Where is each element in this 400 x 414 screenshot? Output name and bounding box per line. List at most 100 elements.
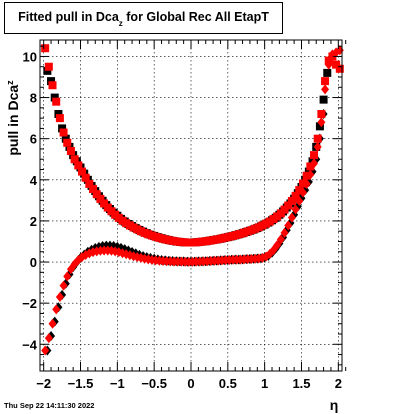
title-subscript: z (118, 19, 123, 28)
x-tick-labels: −2 −1.5 −1 −0.5 0 0.5 1 1.5 2 (36, 376, 342, 391)
diamond-marker (302, 178, 311, 189)
x-tick-label: 0 (187, 376, 194, 391)
diamond-marker (63, 271, 72, 282)
x-axis-label: η (330, 397, 339, 413)
timestamp-footer: Thu Sep 22 14:11:30 2022 (4, 401, 94, 410)
title-prefix: Fitted pull in Dca (18, 10, 119, 24)
diamond-marker (125, 250, 134, 261)
diamond-marker (131, 248, 140, 259)
diamond-marker (44, 333, 53, 344)
chart-title-box: Fitted pull in Dcaz for Global Rec All E… (4, 2, 283, 34)
square-marker (74, 161, 83, 170)
y-tick-label: 8 (30, 91, 37, 106)
square-marker (332, 60, 341, 69)
square-marker (302, 171, 311, 180)
diamond-marker (122, 249, 131, 260)
diamond-marker (284, 220, 293, 231)
y-tick-label: 6 (30, 132, 37, 147)
square-marker (89, 185, 98, 194)
square-marker (96, 194, 105, 203)
y-axis-label: pull in Dcaz (5, 80, 21, 156)
square-marker (280, 205, 289, 214)
y-tick-label: 2 (30, 214, 37, 229)
x-tick-label: −2 (36, 376, 51, 391)
square-marker (43, 66, 52, 75)
square-marker (48, 81, 57, 90)
chart-title: Fitted pull in Dcaz for Global Rec All E… (5, 10, 282, 28)
diamond-marker (324, 59, 333, 70)
square-marker (310, 151, 319, 160)
square-marker (63, 138, 72, 147)
diamond-marker (321, 84, 330, 95)
diamond-marker (280, 227, 289, 238)
diamond-marker (313, 141, 322, 152)
square-marker (319, 95, 328, 104)
x-tick-label: 1.5 (292, 376, 310, 391)
x-tick-label: 1 (261, 376, 268, 391)
square-marker (81, 173, 90, 182)
square-marker (50, 93, 59, 102)
y-axis-label-main: pull in Dca (5, 85, 21, 156)
data-points (41, 44, 344, 356)
x-tick-label: 0.5 (219, 376, 237, 391)
square-marker (47, 77, 56, 86)
square-marker (55, 114, 64, 123)
diamond-marker (317, 117, 326, 128)
square-marker (54, 110, 63, 119)
diamond-marker (55, 291, 64, 302)
square-marker (65, 142, 74, 151)
square-marker (284, 201, 293, 210)
square-marker (66, 147, 75, 156)
square-marker (100, 199, 109, 208)
square-marker (291, 191, 300, 200)
square-marker (317, 110, 326, 119)
square-marker (85, 179, 94, 188)
square-marker (52, 97, 61, 106)
diamond-marker (295, 195, 304, 206)
diamond-marker (77, 252, 86, 263)
square-marker (59, 128, 68, 137)
title-suffix: for Global Rec All EtapT (122, 10, 269, 24)
diamond-marker (276, 234, 285, 245)
grid (40, 40, 342, 371)
square-marker (335, 64, 344, 73)
diamond-marker (48, 318, 57, 329)
x-tick-label: −1.5 (68, 376, 94, 391)
diamond-marker (258, 252, 267, 263)
axis-ticks (40, 40, 347, 371)
square-marker (58, 124, 67, 133)
square-marker (295, 186, 304, 195)
diamond-marker (74, 254, 83, 265)
square-marker (313, 134, 322, 143)
diamond-marker (273, 240, 282, 251)
diamond-marker (287, 212, 296, 223)
diamond-marker (52, 304, 61, 315)
y-tick-label: 0 (30, 255, 37, 270)
y-tick-label: −2 (22, 296, 37, 311)
square-marker (41, 44, 50, 53)
square-marker (61, 134, 70, 143)
diamond-marker (59, 280, 68, 291)
square-marker (315, 122, 324, 131)
square-marker (298, 179, 307, 188)
diamond-marker (310, 158, 319, 169)
diamond-marker (306, 169, 315, 180)
diamond-marker (291, 204, 300, 215)
y-tick-label: 4 (30, 173, 38, 188)
square-marker (92, 190, 101, 199)
diamond-marker (41, 345, 50, 356)
x-tick-label: −1 (110, 376, 125, 391)
square-marker (44, 62, 53, 71)
square-marker (323, 68, 332, 77)
square-marker (70, 155, 79, 164)
y-tick-labels: −4 −2 0 2 4 6 8 10 (22, 49, 38, 352)
y-tick-label: −4 (22, 337, 38, 352)
y-tick-label: 10 (23, 49, 37, 64)
square-marker (306, 162, 315, 171)
x-tick-label: 2 (335, 376, 342, 391)
x-tick-label: −0.5 (141, 376, 167, 391)
square-marker (77, 167, 86, 176)
square-marker (287, 196, 296, 205)
square-marker (321, 77, 330, 86)
